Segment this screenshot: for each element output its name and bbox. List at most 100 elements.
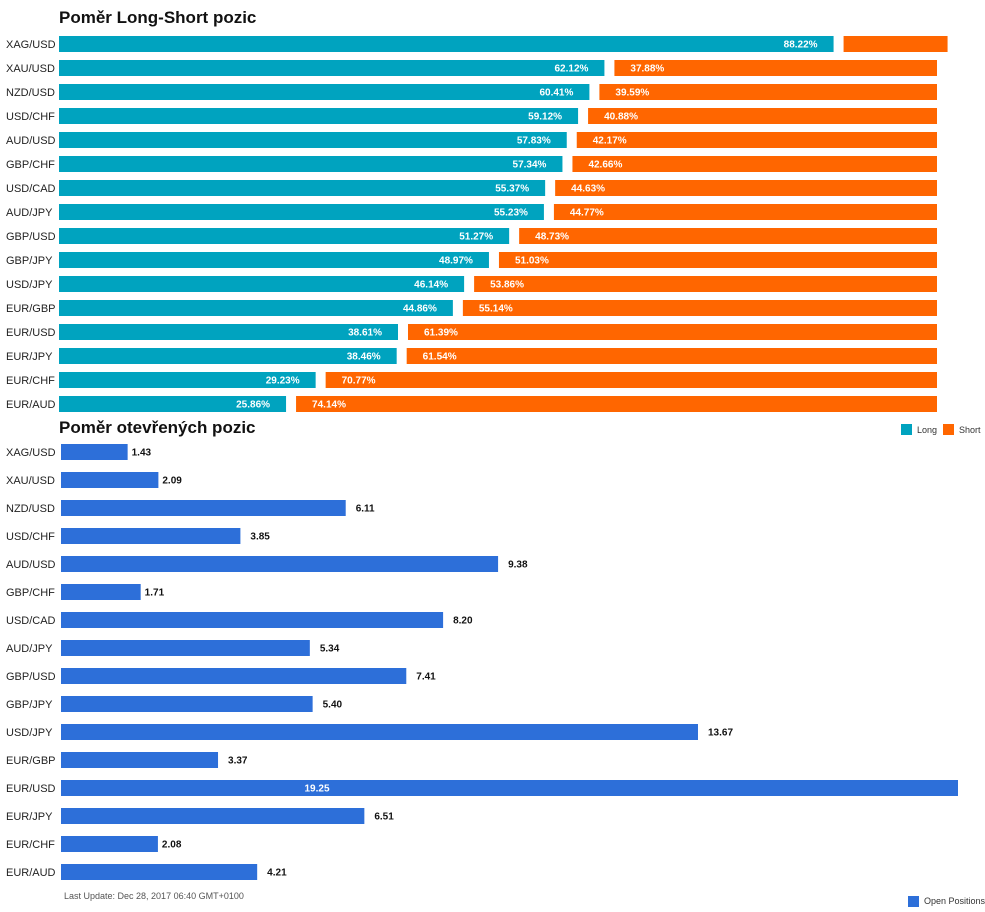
short-value-label: 74.14% (312, 400, 346, 411)
short-value-label: 44.77% (570, 208, 604, 219)
open-positions-value-label: 1.71 (145, 588, 165, 599)
open-positions-value-label: 3.85 (250, 532, 270, 543)
open-positions-value-label: 3.37 (228, 756, 248, 767)
op-category-label: XAG/USD (6, 447, 56, 459)
open-positions-value-label: 6.11 (356, 504, 375, 515)
short-bar (462, 300, 937, 316)
long-bar (59, 228, 510, 244)
legend-long-label: Long (917, 425, 937, 435)
long-bar (59, 396, 287, 412)
short-value-label: 37.88% (630, 64, 664, 75)
op-category-label: USD/CHF (6, 531, 55, 543)
ls-category-label: NZD/USD (6, 87, 55, 99)
short-bar (843, 36, 948, 52)
open-positions-value-label: 9.38 (508, 560, 528, 571)
short-bar (553, 204, 937, 220)
long-value-label: 88.22% (784, 40, 818, 51)
op-category-label: AUD/USD (6, 559, 56, 571)
short-bar (498, 252, 937, 268)
open-positions-bar (61, 444, 128, 460)
open-positions-bar (61, 612, 444, 628)
ls-category-label: USD/CAD (6, 183, 56, 195)
op-category-label: NZD/USD (6, 503, 55, 515)
open-positions-bar (61, 472, 159, 488)
open-positions-bar (61, 864, 258, 880)
short-bar (325, 372, 937, 388)
ls-category-label: XAG/USD (6, 39, 56, 51)
short-bar (474, 276, 937, 292)
open-positions-bar (61, 584, 141, 600)
long-value-label: 44.86% (403, 304, 437, 315)
op-category-label: EUR/AUD (6, 867, 56, 879)
legend-open-positions-label: Open Positions (924, 896, 985, 906)
open-positions-bar (61, 528, 241, 544)
ls-category-label: GBP/CHF (6, 159, 55, 171)
long-value-label: 62.12% (554, 64, 588, 75)
open-positions-value-label: 5.34 (320, 644, 340, 655)
long-bar (59, 324, 398, 340)
op-category-label: GBP/JPY (6, 699, 53, 711)
short-bar (406, 348, 937, 364)
open-positions-value-label: 4.21 (267, 868, 287, 879)
legend-short-label: Short (959, 425, 981, 435)
ls-category-label: EUR/GBP (6, 303, 56, 315)
short-value-label: 61.54% (423, 352, 457, 363)
open-positions-value-label: 8.20 (453, 616, 473, 627)
long-bar (59, 60, 605, 76)
ls-category-label: EUR/AUD (6, 399, 56, 411)
open-positions-bar (61, 668, 407, 684)
short-value-label: 40.88% (604, 112, 638, 123)
long-short-chart-title: Poměr Long-Short pozic (59, 8, 257, 27)
long-bar (59, 84, 590, 100)
long-value-label: 57.34% (513, 160, 547, 171)
long-value-label: 25.86% (236, 400, 270, 411)
ls-category-label: GBP/USD (6, 231, 56, 243)
op-category-label: EUR/CHF (6, 839, 55, 851)
short-bar (576, 132, 937, 148)
open-positions-value-label: 2.09 (162, 476, 182, 487)
short-bar (407, 324, 937, 340)
op-category-label: EUR/JPY (6, 811, 53, 823)
legend-open-positions-swatch (908, 896, 919, 907)
last-update-text: Last Update: Dec 28, 2017 06:40 GMT+0100 (64, 891, 244, 901)
op-category-label: USD/JPY (6, 727, 53, 739)
ls-category-label: EUR/JPY (6, 351, 53, 363)
long-bar (59, 300, 453, 316)
op-category-label: GBP/CHF (6, 587, 55, 599)
short-bar (519, 228, 937, 244)
op-category-label: USD/CAD (6, 615, 56, 627)
open-positions-bar (61, 836, 158, 852)
short-bar (572, 156, 937, 172)
short-bar (588, 108, 937, 124)
long-value-label: 57.83% (517, 136, 551, 147)
long-bar (59, 252, 489, 268)
op-category-label: GBP/USD (6, 671, 56, 683)
long-bar (59, 36, 834, 52)
short-bar (599, 84, 937, 100)
op-category-label: AUD/JPY (6, 643, 53, 655)
long-value-label: 38.46% (347, 352, 381, 363)
short-value-label: 42.66% (588, 160, 622, 171)
open-positions-chart-title: Poměr otevřených pozic (59, 418, 256, 437)
ls-category-label: USD/JPY (6, 279, 53, 291)
open-positions-bar (61, 556, 499, 572)
long-bar (59, 180, 546, 196)
ls-category-label: AUD/USD (6, 135, 56, 147)
op-category-label: EUR/USD (6, 783, 56, 795)
legend-short-swatch (943, 424, 954, 435)
long-value-label: 29.23% (266, 376, 300, 387)
short-value-label: 48.73% (535, 232, 569, 243)
short-bar (614, 60, 937, 76)
short-value-label: 55.14% (479, 304, 513, 315)
ls-category-label: EUR/CHF (6, 375, 55, 387)
short-value-label: 70.77% (342, 376, 376, 387)
open-positions-bar (61, 500, 346, 516)
long-bar (59, 156, 563, 172)
open-positions-bar (61, 808, 365, 824)
open-positions-bar (61, 640, 310, 656)
op-category-label: XAU/USD (6, 475, 55, 487)
short-bar (296, 396, 938, 412)
long-bar (59, 204, 544, 220)
long-bar (59, 372, 316, 388)
short-value-label: 42.17% (593, 136, 627, 147)
